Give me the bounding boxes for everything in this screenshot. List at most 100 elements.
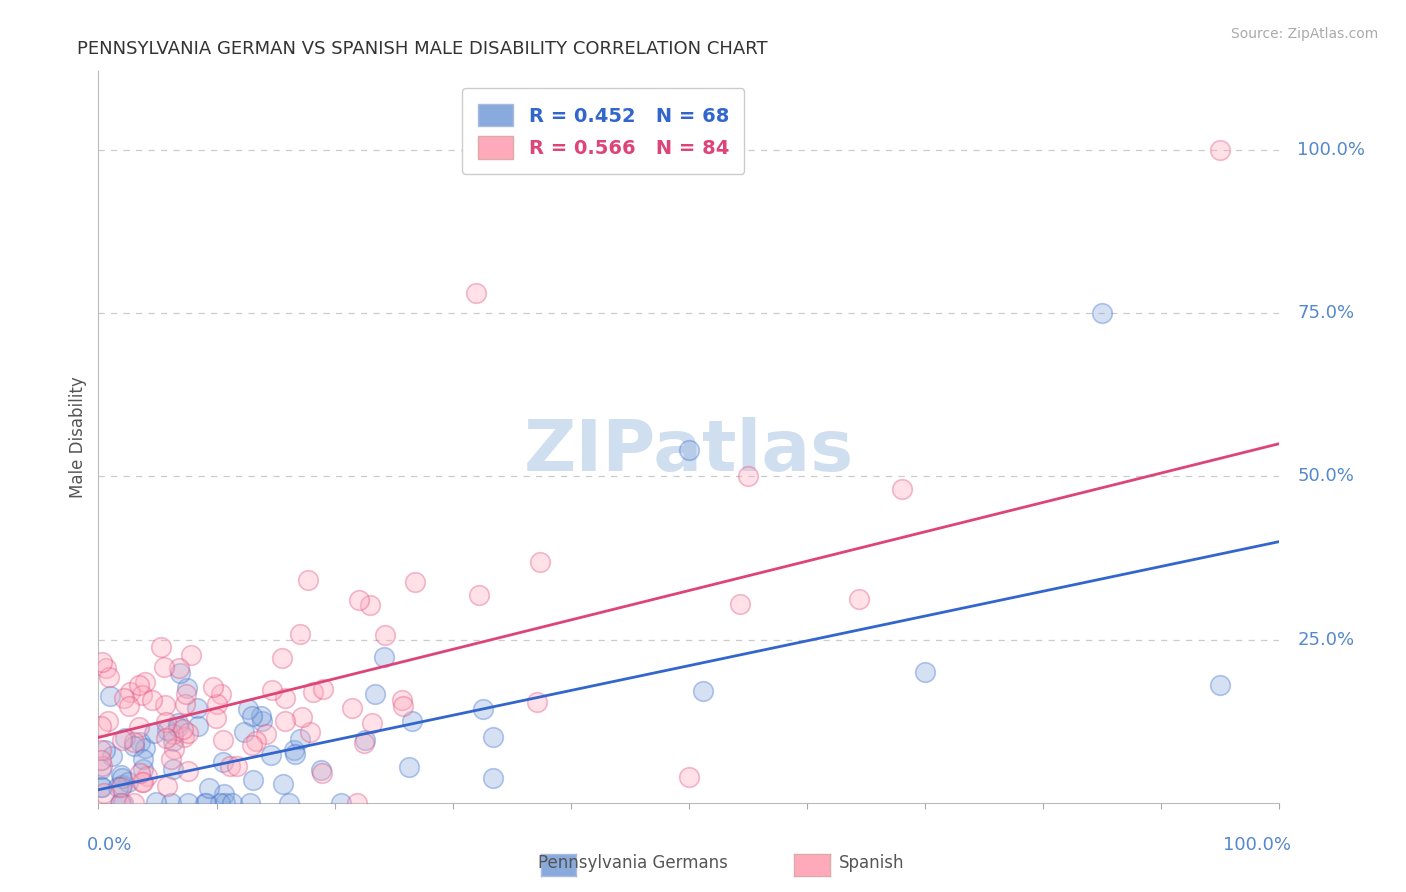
Point (112, 691, 135, 706)
Point (330, 796, 353, 810)
Point (100, 749, 122, 764)
Point (187, 719, 209, 733)
Point (678, 443, 700, 458)
Point (136, 769, 159, 783)
Point (90, 780, 112, 794)
Point (270, 651, 292, 665)
Point (298, 724, 321, 739)
Point (177, 796, 200, 810)
Point (110, 780, 132, 794)
Point (132, 775, 155, 789)
Point (176, 687, 198, 701)
Point (284, 747, 307, 761)
Text: 100.0%: 100.0% (1223, 836, 1291, 854)
Point (890, 483, 912, 497)
Point (391, 693, 413, 707)
Point (233, 725, 256, 739)
Point (1209, 678, 1232, 692)
Point (122, 735, 145, 749)
Point (90, 780, 112, 794)
Point (122, 739, 145, 753)
Point (346, 796, 368, 810)
Point (212, 732, 235, 747)
Point (160, 752, 183, 766)
Point (692, 684, 714, 698)
Point (128, 678, 150, 692)
Point (97, 714, 120, 729)
Point (373, 650, 395, 665)
Point (110, 796, 132, 810)
Text: 75.0%: 75.0% (1298, 304, 1354, 322)
Point (163, 741, 186, 756)
Point (1091, 306, 1114, 320)
Point (162, 727, 184, 741)
Point (145, 795, 167, 809)
Point (141, 692, 163, 706)
Point (340, 701, 363, 715)
Point (226, 759, 249, 773)
Point (347, 593, 370, 607)
Point (131, 775, 153, 789)
Point (177, 726, 200, 740)
Point (98, 689, 121, 703)
Point (291, 710, 314, 724)
Point (162, 762, 184, 776)
Point (169, 666, 191, 681)
Point (156, 723, 179, 737)
Point (93, 742, 115, 756)
Point (90, 753, 112, 767)
Point (155, 715, 177, 730)
Point (117, 775, 139, 789)
Point (207, 698, 229, 712)
Point (167, 720, 190, 734)
Point (134, 741, 156, 756)
Point (271, 777, 294, 791)
Text: PENNSYLVANIA GERMAN VS SPANISH MALE DISABILITY CORRELATION CHART: PENNSYLVANIA GERMAN VS SPANISH MALE DISA… (77, 40, 768, 58)
Text: 100.0%: 100.0% (1298, 141, 1365, 159)
Point (162, 734, 184, 748)
Text: Pennsylvania Germans: Pennsylvania Germans (537, 855, 728, 872)
Point (364, 687, 387, 701)
Point (312, 681, 335, 696)
Point (173, 730, 195, 744)
Legend: R = 0.452   N = 68, R = 0.566   N = 84: R = 0.452 N = 68, R = 0.566 N = 84 (463, 88, 745, 174)
Point (143, 726, 166, 740)
Point (277, 796, 299, 810)
Point (194, 796, 217, 810)
Text: ZIPatlas: ZIPatlas (524, 417, 853, 486)
Text: Spanish: Spanish (839, 855, 904, 872)
Point (471, 702, 494, 716)
Point (914, 665, 936, 680)
Point (134, 675, 156, 690)
Point (118, 685, 141, 699)
Point (240, 708, 263, 723)
Point (208, 796, 231, 810)
Point (353, 732, 375, 747)
Point (111, 778, 134, 792)
Point (260, 682, 283, 697)
Point (204, 711, 226, 725)
Point (848, 591, 870, 606)
Point (111, 796, 134, 810)
Text: 25.0%: 25.0% (1298, 631, 1354, 648)
Point (186, 701, 208, 715)
Point (110, 768, 132, 782)
Point (526, 695, 548, 709)
Point (108, 796, 131, 810)
Point (90, 655, 112, 669)
Point (250, 714, 273, 728)
Point (202, 680, 225, 694)
Point (398, 760, 420, 774)
Text: 50.0%: 50.0% (1298, 467, 1354, 485)
Point (129, 766, 152, 780)
Point (132, 762, 155, 776)
Point (114, 731, 136, 745)
Point (149, 640, 172, 655)
Point (155, 731, 177, 745)
Point (288, 627, 311, 641)
Point (737, 469, 759, 483)
Point (374, 627, 396, 641)
Point (176, 681, 198, 695)
Point (274, 714, 297, 729)
Point (153, 660, 176, 674)
